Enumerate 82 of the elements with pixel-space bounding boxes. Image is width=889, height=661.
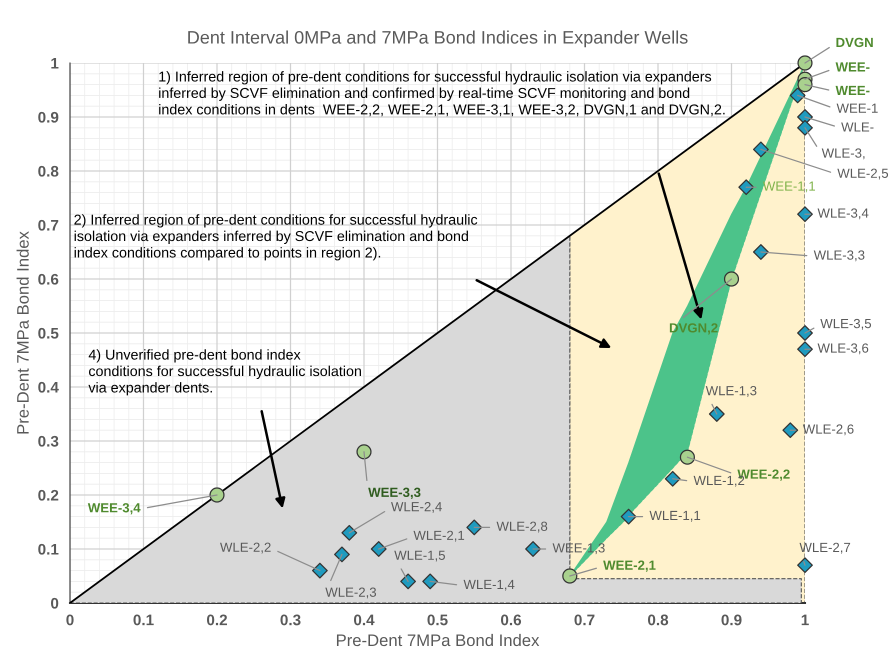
annotation: WLE-3,6	[818, 343, 868, 354]
annotation: WLE-2,5	[837, 168, 888, 180]
point	[620, 508, 637, 525]
point	[664, 470, 681, 487]
x-tick-label: 1	[802, 614, 809, 626]
annotation: DVGN	[836, 38, 873, 48]
x-tick-label: 0.5	[427, 614, 448, 626]
point	[797, 206, 813, 222]
point	[752, 141, 769, 158]
y-tick-label: 0.1	[38, 544, 58, 555]
point	[370, 541, 387, 557]
y-tick-label: 0.9	[38, 112, 58, 123]
point	[525, 541, 541, 557]
x-tick-label: 0.4	[354, 614, 375, 626]
x-tick-label: 0.6	[500, 614, 522, 626]
y-tick-label: 0.5	[38, 328, 58, 339]
annotation: WLE-1,3	[706, 386, 756, 397]
annotation: WLE-3,3	[814, 250, 864, 262]
point	[797, 77, 813, 92]
x-tick-label: 0.8	[648, 614, 668, 626]
point	[680, 450, 695, 465]
annotation: WLE-2,2	[220, 542, 271, 554]
point	[356, 444, 372, 460]
annotation: 1) Inferred region of pre-dent conditions for successful hydraulic isolation via expanders inferred by SCVF elimination and confirmed by real-time SCVF monitoring and bond index conditions in dents WEE-2,2, WEE-2,1, WEE-3,1, WEE-3,2, DVGN,1 and DVGN,2.	[159, 71, 725, 116]
annotation: WLE-1,5	[394, 550, 445, 562]
x-tick-label: 0.9	[721, 614, 742, 626]
annotation: WLE-3,	[822, 148, 864, 160]
annotation: WLE-2,8	[496, 522, 548, 532]
annotation: WLE-3,5	[820, 318, 872, 330]
annotation: WLE-1,1	[649, 510, 700, 522]
point	[782, 422, 798, 438]
point	[400, 573, 416, 590]
point	[797, 120, 813, 136]
point	[752, 244, 769, 260]
point	[724, 271, 740, 287]
point	[708, 406, 725, 422]
annotation: WLE-2,7	[800, 542, 850, 554]
point	[466, 519, 482, 536]
annotation: WEE-2,1	[603, 560, 656, 572]
point	[422, 573, 438, 590]
annotation: 4) Unverified pre-dent bond index conditions for successful hydraulic isolation via expander dents.	[88, 349, 361, 396]
annotation: WLE-	[841, 122, 874, 132]
point	[797, 325, 813, 341]
x-tick-label: 0.3	[280, 614, 301, 626]
annotation: WLE-2,4	[391, 502, 442, 513]
annotation: WLE-2,6	[802, 424, 854, 436]
annotation: WLE-2,3	[325, 587, 376, 598]
point	[790, 87, 806, 104]
x-axis-title: Pre-Dent 7MPa Bond Index	[336, 634, 540, 646]
y-tick-label: 0.6	[38, 274, 58, 285]
point	[738, 179, 754, 196]
annotation: WEE-	[836, 86, 870, 95]
y-tick-label: 0.7	[38, 220, 58, 231]
annotation: WEE-1,1	[762, 182, 816, 192]
x-tick-label: 0.7	[574, 614, 594, 626]
annotation: WEE-1	[836, 104, 878, 113]
y-tick-label: 1	[51, 58, 58, 69]
annotation: WEE-3,4	[88, 503, 141, 514]
point	[562, 568, 578, 584]
chart-title: Dent Interval 0MPa and 7MPa Bond Indices in Expander Wells	[188, 30, 688, 48]
point	[797, 55, 813, 71]
y-tick-label: 0.2	[38, 490, 58, 501]
x-tick-label: 0.2	[206, 614, 228, 626]
point	[209, 487, 225, 503]
point	[797, 557, 813, 574]
x-tick-label: 0	[66, 614, 74, 626]
point	[312, 562, 328, 579]
annotation: 2) Inferred region of pre-dent conditions for successful hydraulic isolation via expanders inferred by SCVF elimination and bond index conditions compared to points in region 2).	[74, 214, 478, 260]
annotation: WEE-3,3	[368, 488, 420, 499]
y-tick-label: 0	[50, 598, 58, 609]
annotation: WEE-	[836, 62, 870, 72]
x-tick-label: 0.1	[133, 614, 154, 626]
y-tick-label: 0.8	[38, 166, 58, 177]
point	[797, 341, 813, 358]
point	[334, 546, 350, 562]
y-axis-title: Pre-Dent 7MPa Bond Index	[16, 231, 29, 434]
point	[341, 524, 358, 541]
annotation: WLE-3,4	[818, 208, 868, 220]
y-tick-label: 0.4	[38, 382, 59, 393]
annotation: WLE-1,4	[464, 580, 514, 591]
y-tick-label: 0.3	[38, 436, 58, 447]
annotation: WLE-2,1	[413, 530, 464, 542]
